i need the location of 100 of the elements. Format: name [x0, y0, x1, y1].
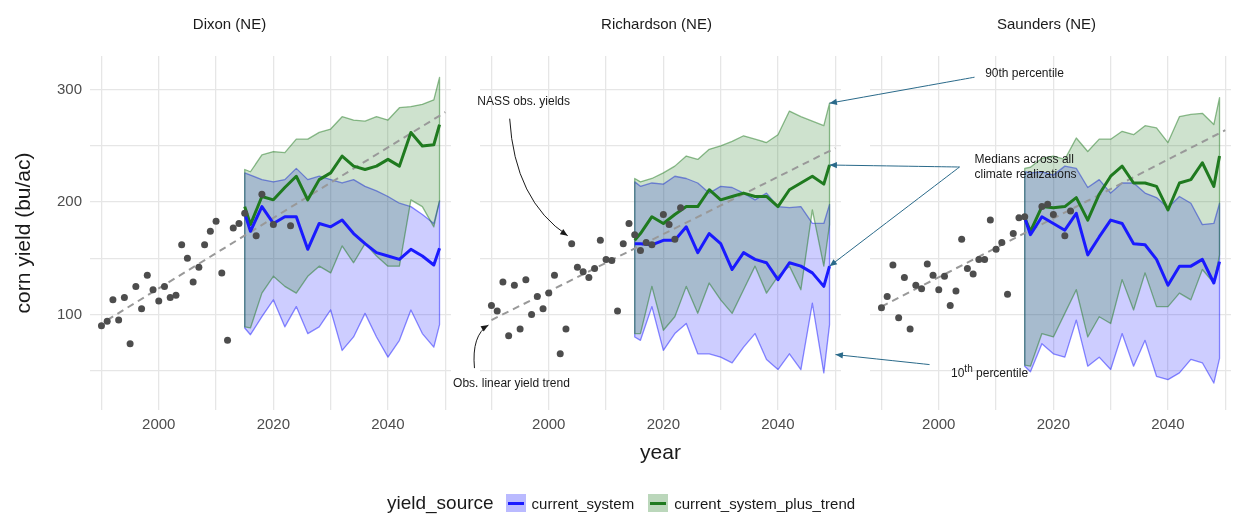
- point: [97, 322, 105, 330]
- annotation: Obs. linear yield trend: [453, 375, 570, 391]
- point: [143, 271, 151, 279]
- point: [178, 241, 186, 249]
- point: [287, 222, 295, 230]
- point: [940, 272, 948, 280]
- point: [981, 255, 989, 263]
- point: [642, 239, 650, 247]
- point: [556, 350, 564, 358]
- annotation: NASS obs. yields: [477, 93, 571, 109]
- point: [636, 246, 644, 254]
- annotation: 90th percentile: [985, 65, 1064, 81]
- point: [1038, 203, 1046, 211]
- point: [258, 190, 266, 198]
- point: [946, 301, 954, 309]
- point: [1061, 232, 1069, 240]
- point: [218, 269, 226, 277]
- x-tick-label: 2000: [922, 415, 956, 433]
- x-tick-label: 2040: [1151, 415, 1185, 433]
- point: [1021, 213, 1029, 221]
- point: [986, 216, 994, 224]
- point: [889, 261, 897, 269]
- point: [528, 310, 536, 318]
- y-tick-label: 200: [56, 192, 82, 210]
- x-tick-label: 2040: [371, 415, 405, 433]
- point: [510, 281, 518, 289]
- point: [562, 325, 570, 333]
- point: [659, 210, 667, 218]
- point: [115, 316, 123, 324]
- point: [201, 241, 209, 249]
- point: [585, 273, 593, 281]
- point: [918, 285, 926, 293]
- chart-title: Dixon (NE): [192, 15, 267, 33]
- point: [895, 314, 903, 322]
- point: [235, 219, 243, 227]
- point: [126, 340, 134, 348]
- point: [149, 286, 157, 294]
- point: [579, 268, 587, 276]
- x-tick-label: 2040: [761, 415, 795, 433]
- point: [138, 305, 146, 313]
- point: [229, 224, 237, 232]
- point: [132, 282, 140, 290]
- point: [522, 276, 530, 284]
- point: [952, 287, 960, 295]
- legend-label: current_system_plus_trend: [674, 494, 856, 512]
- point: [189, 278, 197, 286]
- point: [269, 221, 277, 229]
- point: [505, 332, 513, 340]
- x-tick-label: 2020: [1036, 415, 1071, 433]
- point: [568, 240, 576, 248]
- annotation: Medians across all climate realizations: [974, 152, 1078, 182]
- x-axis-title: year: [640, 440, 681, 464]
- point: [252, 232, 260, 240]
- annotation: 10$^{th}$ percentile: [950, 361, 1029, 381]
- point: [900, 273, 908, 281]
- point: [906, 325, 914, 333]
- legend-label: current_system: [531, 494, 635, 512]
- point: [929, 271, 937, 279]
- point: [493, 307, 501, 315]
- point: [155, 297, 163, 305]
- point: [1009, 230, 1017, 238]
- point: [166, 294, 174, 302]
- point: [103, 317, 111, 325]
- point: [935, 286, 943, 294]
- point: [516, 325, 524, 333]
- point: [573, 263, 581, 271]
- y-axis-title: corn yield (bu/ac): [11, 152, 35, 314]
- chart-title: Richardson (NE): [601, 15, 712, 33]
- point: [109, 296, 117, 304]
- chart-title: Saunders (NE): [996, 15, 1097, 33]
- point: [1044, 200, 1052, 208]
- point: [195, 263, 203, 271]
- point: [608, 257, 616, 265]
- point: [120, 294, 128, 302]
- point: [912, 281, 920, 289]
- point: [499, 278, 507, 286]
- point: [665, 221, 673, 229]
- point: [923, 260, 931, 268]
- point: [550, 271, 558, 279]
- legend-title: yield_source: [386, 492, 494, 514]
- point: [625, 219, 633, 227]
- point: [883, 293, 891, 300]
- y-tick-label: 100: [56, 304, 82, 322]
- x-tick-label: 2000: [142, 415, 176, 433]
- point: [224, 336, 232, 344]
- point: [533, 293, 541, 300]
- point: [545, 289, 553, 297]
- x-tick-label: 2000: [532, 415, 566, 433]
- point: [212, 217, 220, 225]
- point: [958, 235, 966, 243]
- point: [631, 231, 639, 239]
- point: [969, 270, 977, 278]
- point: [963, 264, 971, 272]
- point: [206, 227, 214, 235]
- point: [1015, 214, 1023, 222]
- point: [1004, 290, 1012, 298]
- point: [1049, 210, 1057, 218]
- point: [975, 255, 983, 263]
- point: [614, 307, 622, 315]
- point: [619, 240, 627, 248]
